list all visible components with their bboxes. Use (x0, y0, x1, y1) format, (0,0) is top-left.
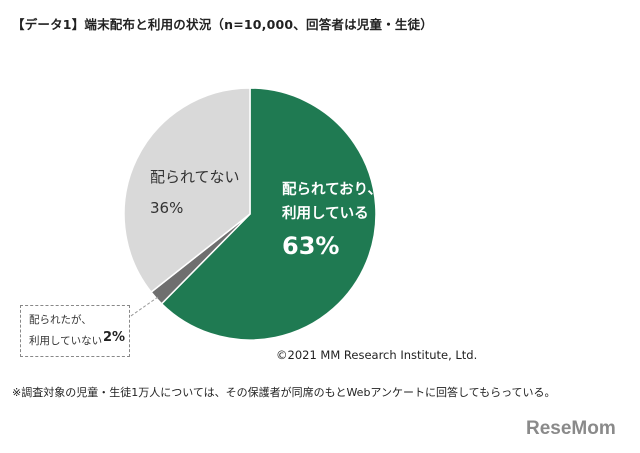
slice-used-label-line2: 利用している (282, 206, 369, 222)
resemom-logo: ReseMom (526, 418, 616, 439)
slice-label-not-distributed: 配られてない 36% (150, 165, 240, 217)
slice-not-distributed-label: 配られてない (150, 168, 240, 186)
copyright-text: ©2021 MM Research Institute, Ltd. (276, 348, 478, 362)
slice-unused-value: 2% (103, 330, 126, 345)
slice-unused-label-line2: 利用していない (29, 335, 103, 347)
callout-leader-line (127, 296, 159, 319)
footnote: ※調査対象の児童・生徒1万人については、その保護者が同席のもとWebアンケートに… (12, 386, 556, 399)
pie-slice-not-distributed (123, 87, 251, 294)
pie-slice-used (160, 87, 377, 341)
slice-label-used: 配られており、 利用している 63% (282, 178, 382, 260)
slice-used-value: 63% (282, 232, 340, 260)
chart-title: 【データ1】端末配布と利用の状況（n=10,000、回答者は児童・生徒） (12, 17, 434, 32)
slice-callout-unused: 配られたが、 利用していない 2% (20, 305, 130, 357)
slice-unused-label-line1: 配られたが、 (29, 314, 92, 326)
slice-used-label-line1: 配られており、 (282, 182, 383, 198)
slice-not-distributed-value: 36% (150, 199, 184, 217)
